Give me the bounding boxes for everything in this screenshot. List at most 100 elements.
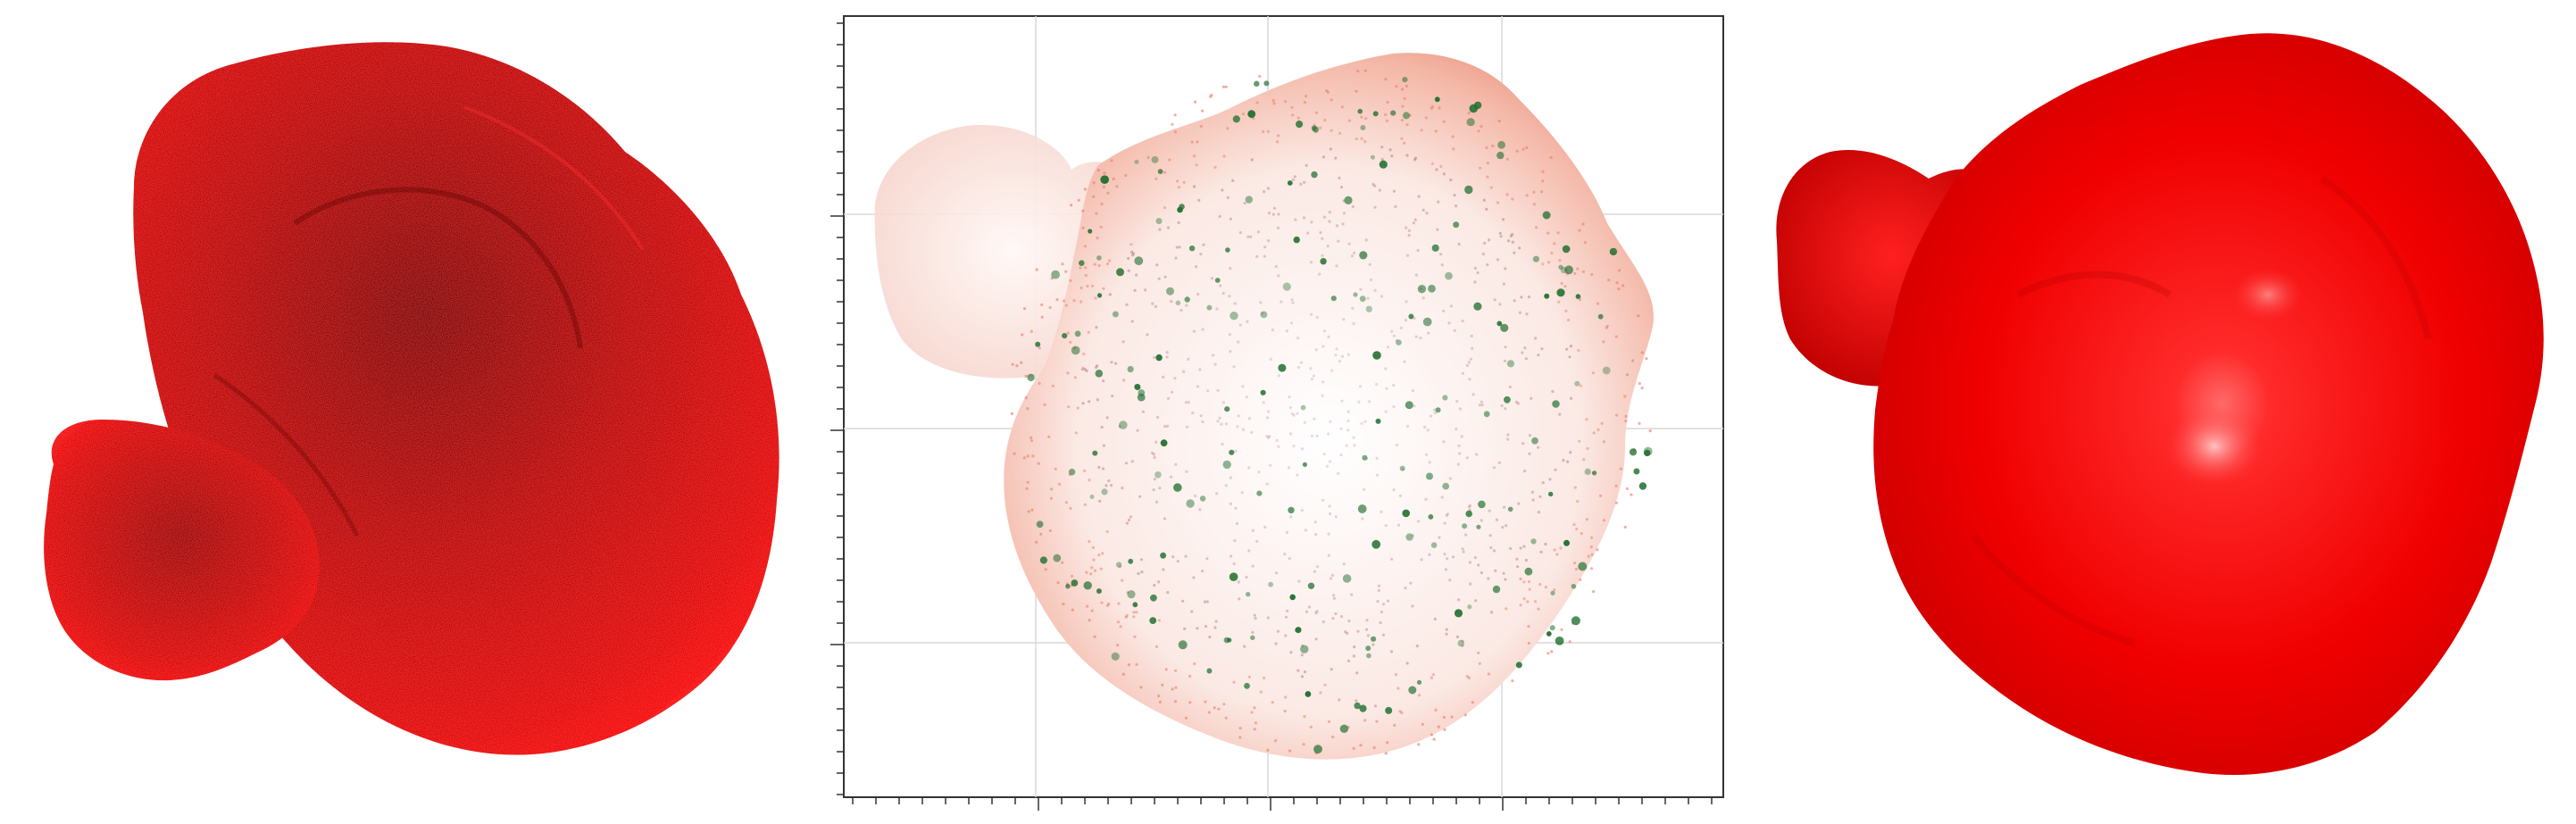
scatter-point — [1492, 549, 1496, 553]
scatter-point — [1161, 683, 1164, 687]
scatter-point — [1184, 716, 1188, 720]
scatter-point — [1527, 625, 1530, 628]
scatter-point — [1302, 216, 1306, 220]
scatter-point — [1102, 467, 1105, 470]
scatter-point — [1238, 597, 1241, 601]
scatter-point — [1269, 463, 1272, 467]
scatter-point — [1038, 381, 1041, 386]
scatter-point — [1351, 306, 1355, 310]
scatter-point — [1380, 510, 1383, 514]
scatter-point — [1461, 371, 1464, 375]
scatter-point — [1101, 552, 1105, 555]
highlight-point — [1287, 180, 1293, 186]
scatter-point — [1288, 749, 1292, 753]
scatter-point — [1131, 252, 1136, 255]
scatter-point — [1327, 432, 1330, 436]
scatter-point — [1562, 459, 1565, 462]
scatter-point — [1305, 163, 1308, 167]
scatter-point — [1043, 403, 1046, 406]
scatter-point — [1407, 234, 1411, 237]
scatter-point — [1221, 85, 1225, 88]
scatter-point — [1157, 694, 1161, 698]
scatter-point — [1360, 115, 1363, 119]
scatter-point — [1322, 215, 1326, 219]
highlight-point — [1550, 590, 1555, 596]
scatter-point — [1468, 378, 1471, 381]
scatter-point — [1330, 668, 1333, 671]
scatter-point — [1376, 600, 1380, 603]
scatter-point — [1485, 146, 1488, 150]
scatter-point — [1267, 239, 1271, 243]
scatter-point — [1070, 204, 1073, 207]
scatter-point — [1352, 436, 1355, 439]
scatter-point — [1373, 184, 1377, 187]
scatter-point — [1064, 304, 1068, 307]
scatter-point — [1579, 578, 1582, 582]
scatter-point — [1084, 266, 1088, 270]
scatter-point — [1289, 321, 1294, 325]
scatter-point — [1444, 568, 1447, 571]
highlight-point — [1379, 160, 1388, 169]
scatter-point — [1268, 435, 1271, 438]
scatter-point — [1114, 362, 1118, 365]
scatter-point — [1355, 89, 1358, 93]
scatter-point — [1164, 668, 1168, 671]
scatter-point — [1366, 634, 1370, 637]
highlight-point — [1597, 313, 1604, 320]
scatter-point — [1539, 190, 1544, 194]
scatter-point — [1469, 357, 1472, 361]
scatter-point — [1238, 230, 1242, 235]
scatter-point — [1550, 251, 1554, 254]
scatter-point — [1528, 434, 1532, 437]
scatter-point — [1439, 253, 1443, 256]
scatter-point — [1271, 328, 1274, 332]
highlight-point — [1227, 637, 1232, 643]
scatter-point — [1468, 504, 1471, 507]
highlight-point — [1372, 351, 1381, 360]
scatter-point — [1511, 240, 1514, 244]
scatter-point — [1329, 512, 1332, 516]
scatter-point — [1175, 246, 1179, 249]
scatter-point — [1524, 558, 1528, 562]
scatter-point — [1203, 600, 1206, 603]
scatter-point — [1196, 140, 1199, 144]
scatter-point — [1615, 281, 1619, 285]
scatter-point — [1591, 371, 1595, 375]
highlight-point — [1497, 140, 1505, 149]
scatter-point — [1289, 651, 1293, 654]
highlight-point — [1245, 196, 1253, 204]
scatter-point — [1516, 402, 1520, 405]
scatter-point — [1140, 570, 1144, 574]
scatter-point — [1440, 263, 1444, 267]
scatter-point — [1319, 230, 1322, 235]
scatter-point — [1173, 113, 1177, 117]
scatter-point — [1409, 581, 1413, 585]
scatter-point — [1638, 421, 1641, 425]
scatter-point — [1573, 486, 1577, 489]
scatter-point — [1051, 384, 1055, 387]
scatter-point — [1480, 124, 1483, 129]
scatter-point — [1184, 401, 1188, 404]
scatter-point — [1185, 425, 1189, 429]
scatter-point — [1297, 579, 1301, 583]
scatter-point — [1340, 354, 1345, 358]
scatter-point — [1322, 329, 1326, 333]
scatter-point — [1314, 111, 1319, 114]
highlight-point — [1365, 645, 1371, 652]
scatter-point — [1089, 572, 1093, 576]
highlight-point — [1256, 490, 1263, 496]
scatter-point — [1097, 553, 1101, 557]
scatter-point — [1296, 473, 1299, 477]
scatter-point — [1625, 487, 1629, 491]
scatter-point — [1296, 412, 1299, 415]
highlight-point — [1296, 121, 1304, 129]
scatter-point — [1380, 295, 1384, 298]
highlight-point — [1062, 333, 1068, 339]
scatter-point — [1373, 704, 1378, 708]
scatter-point — [1222, 703, 1226, 706]
scatter-point — [1232, 562, 1236, 566]
point-cloud-render — [44, 42, 779, 755]
highlight-point — [1370, 154, 1375, 160]
scatter-point — [1600, 421, 1604, 425]
highlight-point — [1478, 500, 1486, 509]
